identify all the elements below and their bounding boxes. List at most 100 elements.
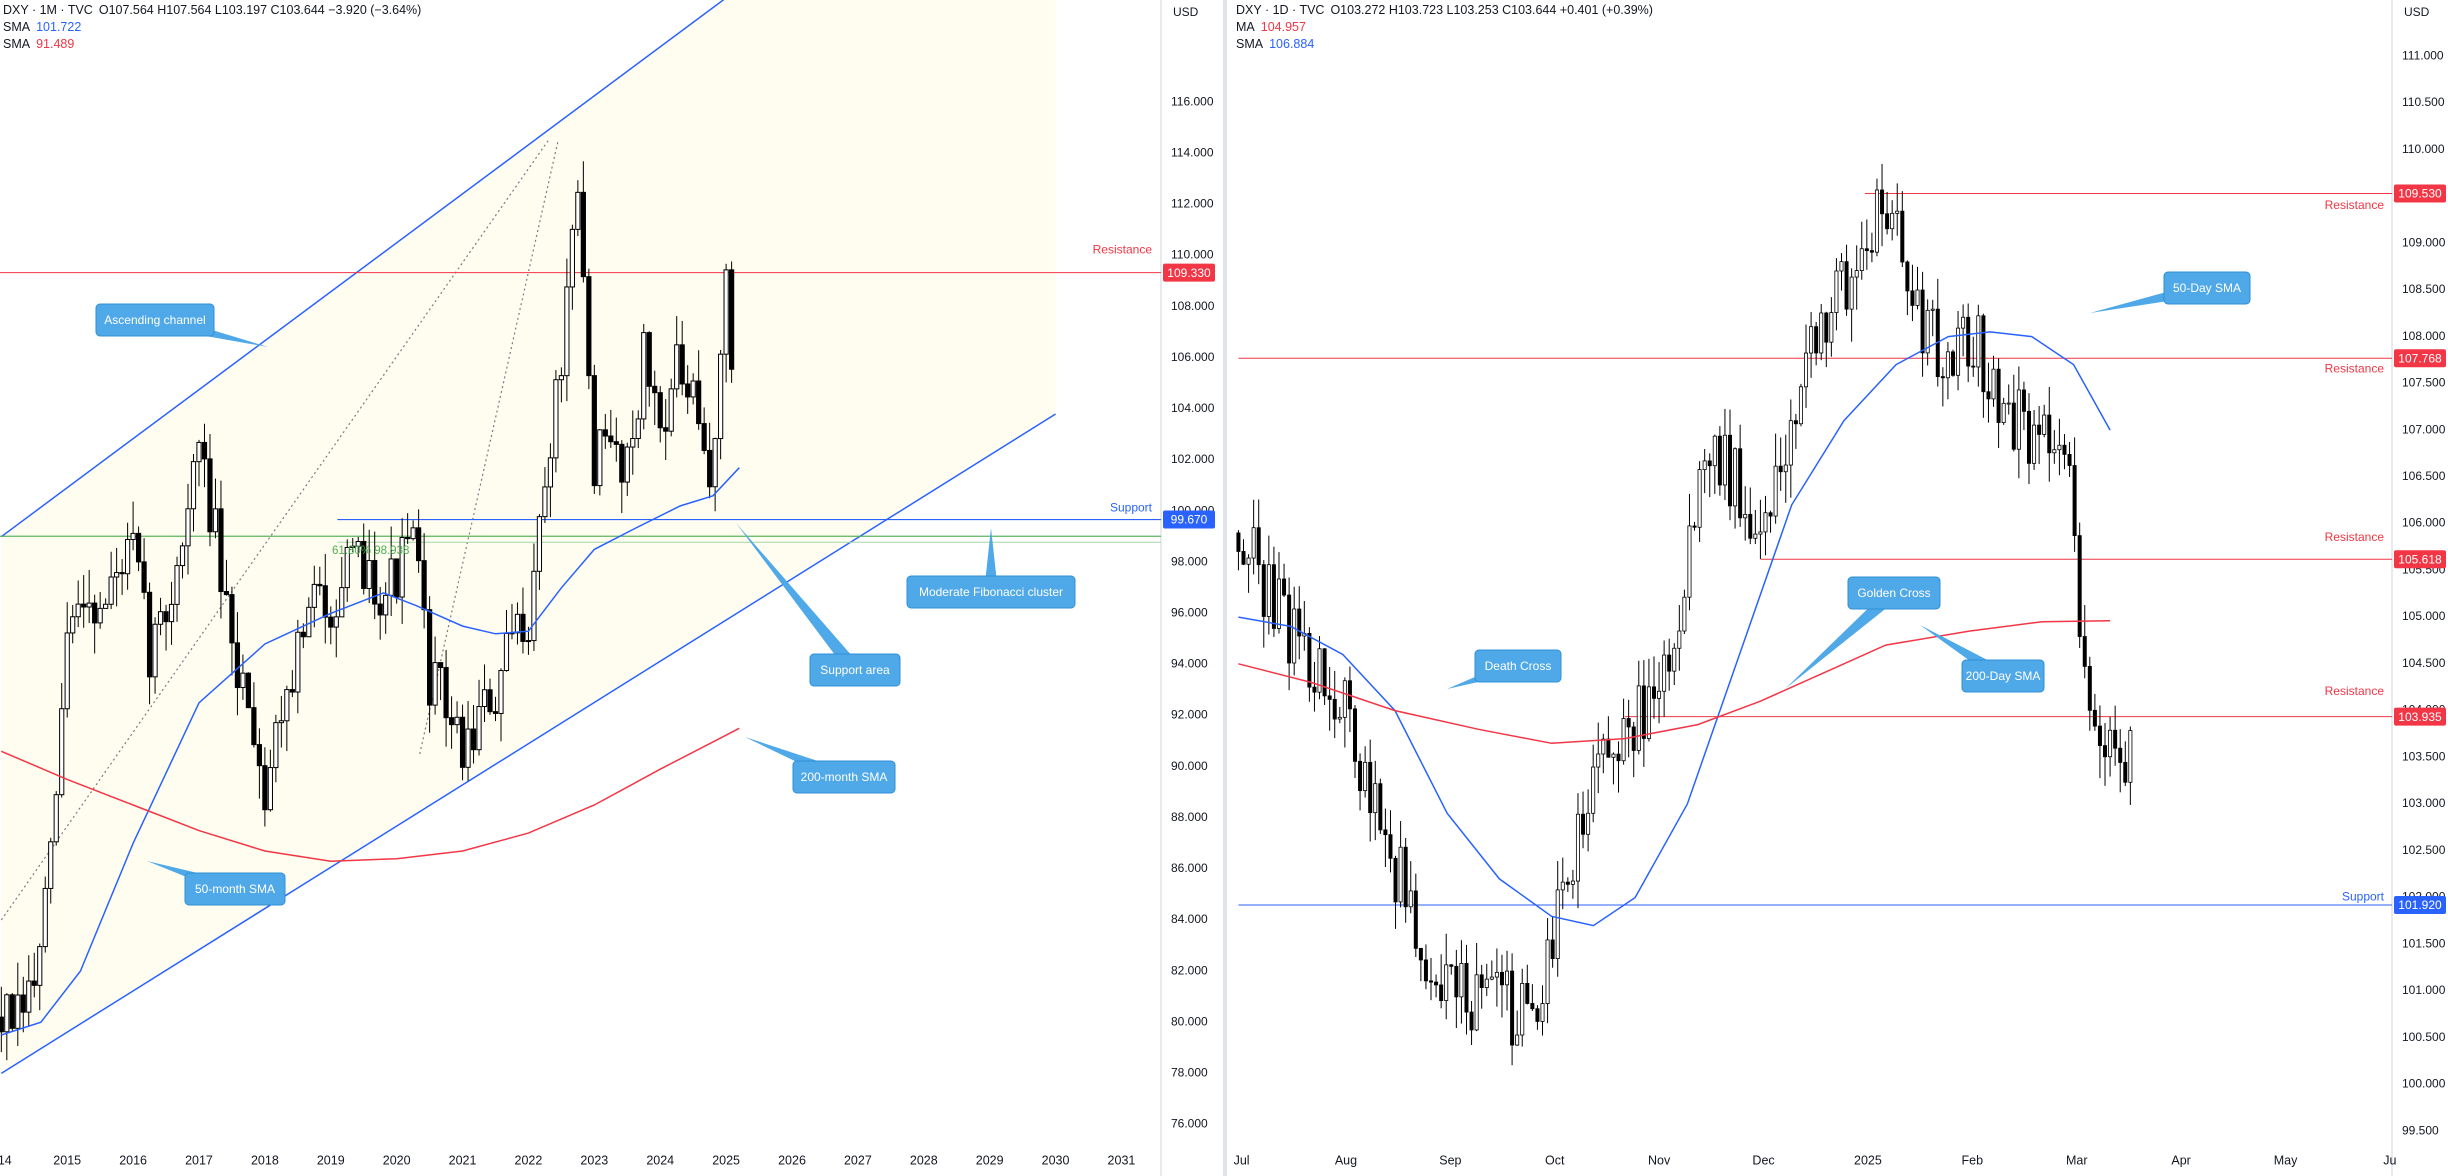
ma-200-day-line[interactable]	[1238, 620, 2111, 745]
candle-body	[1423, 959, 1428, 982]
support-label: Support	[2342, 890, 2385, 904]
callout-ascending-channel[interactable]: Ascending channel	[95, 303, 268, 347]
candle-body	[223, 591, 230, 596]
callout-support-area[interactable]: Support area	[736, 523, 901, 687]
callout-200-day-sma-box	[1961, 659, 2045, 693]
sma-200-month-line[interactable]	[1, 727, 740, 862]
candle-body	[575, 191, 581, 230]
candle-body	[2077, 535, 2082, 637]
candle-body	[1611, 753, 1616, 758]
candle-body	[1814, 326, 1819, 354]
right-price-badge[interactable]	[2394, 349, 2446, 368]
candle-body	[1748, 513, 1753, 539]
candle-body	[1535, 1008, 1540, 1022]
candle-body	[465, 728, 471, 768]
left-sma2-label[interactable]: SMA	[3, 37, 31, 51]
left-y-tick-label: 116.000	[1171, 94, 1214, 108]
candle-body	[1763, 512, 1768, 533]
right-price-badge-label: 105.618	[2398, 552, 2442, 566]
candle-body	[690, 380, 696, 398]
right-y-tick-label: 108.000	[2402, 329, 2446, 343]
callout-ascending-channel-box	[95, 303, 215, 337]
right-symbol[interactable]: DXY · 1D · TVC	[1236, 3, 1325, 17]
right-currency-label: USD	[2404, 5, 2430, 19]
candle-body	[196, 441, 202, 463]
candle-body	[1383, 829, 1388, 836]
sma-50-month-line[interactable]	[1, 467, 740, 1036]
candle-body	[1798, 386, 1803, 425]
candle-body	[2052, 449, 2057, 454]
candle-body	[503, 632, 510, 672]
candle-body	[2016, 389, 2021, 450]
candle-body	[487, 689, 493, 713]
candle-body	[256, 744, 262, 767]
candle-body	[723, 269, 729, 355]
left-chart[interactable]: 116.000 114.000 112.000 110.000 108.000 106.0…	[0, 0, 1224, 1176]
candle-body	[361, 540, 367, 589]
left-price-badge[interactable]	[1163, 263, 1215, 282]
candle-body	[1540, 1003, 1545, 1022]
callout-ascending-channel-label: Ascending channel	[104, 313, 205, 327]
left-y-tick-label: 86.000	[1171, 861, 1208, 875]
candle-body	[4, 994, 10, 1033]
left-price-badge[interactable]	[1163, 510, 1215, 529]
candle-body	[437, 662, 444, 669]
right-price-badge[interactable]	[2394, 896, 2446, 915]
left-price-axis[interactable]	[1161, 0, 1224, 1176]
right-price-badge[interactable]	[2394, 184, 2446, 203]
candle-body	[119, 572, 125, 575]
candle-body	[1332, 698, 1337, 720]
callout-200-month-sma-box	[792, 760, 896, 794]
candle-body	[1844, 261, 1849, 310]
candle-body	[1986, 391, 1991, 400]
right-ma-label[interactable]: MA	[1236, 20, 1255, 34]
channel-lower-line[interactable]	[0, 413, 1056, 1074]
left-sma1-label[interactable]: SMA	[3, 20, 31, 34]
callout-200-month-sma[interactable]: 200-month SMA	[745, 737, 896, 794]
callout-50-day-sma[interactable]: 50-Day SMA	[2090, 271, 2251, 313]
callout-golden-cross-pointer	[1785, 587, 1899, 689]
callout-death-cross[interactable]: Death Cross	[1447, 649, 1562, 689]
right-price-badge[interactable]	[2394, 550, 2446, 569]
callout-50-month-sma[interactable]: 50-month SMA	[147, 861, 286, 906]
right-y-tick-label: 106.000	[2402, 516, 2446, 530]
candle-body	[1687, 525, 1692, 598]
candle-body	[2032, 424, 2037, 464]
callout-moderate-fib[interactable]: Moderate Fibonacci cluster	[906, 528, 1076, 609]
callout-golden-cross[interactable]: Golden Cross	[1785, 576, 1941, 689]
sma-50-day-line[interactable]	[1238, 331, 2111, 927]
candle-body	[602, 429, 608, 437]
candle-body	[1246, 557, 1251, 565]
callout-50-day-sma-label: 50-Day SMA	[2173, 281, 2241, 295]
callout-support-area-pointer	[736, 523, 861, 675]
callout-support-area-label: Support area	[820, 663, 890, 677]
channel-upper-line[interactable]	[0, 0, 792, 538]
candle-body	[531, 570, 537, 642]
candle-body	[2097, 725, 2102, 747]
candle-body	[1596, 753, 1601, 768]
dotted-trendline-1[interactable]	[0, 140, 549, 921]
right-price-badge[interactable]	[2394, 707, 2446, 726]
right-y-tick-label: 110.500	[2402, 95, 2445, 109]
candle-body	[157, 611, 164, 625]
candle-body	[295, 631, 301, 693]
candle-body	[2042, 414, 2047, 435]
right-chart[interactable]: 111.000110.500110.000109.500109.000108.5…	[1234, 0, 2446, 1176]
candle-body	[1839, 261, 1844, 272]
candle-body	[1591, 766, 1596, 814]
left-symbol[interactable]: DXY · 1M · TVC	[3, 3, 93, 17]
candle-body	[152, 623, 158, 678]
candle-body	[2103, 745, 2108, 758]
left-sma2-value: 91.489	[36, 37, 75, 51]
candle-body	[1256, 527, 1261, 566]
candle-body	[481, 689, 488, 708]
candle-body	[1662, 654, 1667, 692]
left-ohlc-line: DXY · 1M · TVC O107.564 H107.564 L103.197…	[3, 2, 427, 19]
right-sma-label[interactable]: SMA	[1236, 37, 1264, 51]
candle-body	[1631, 726, 1636, 751]
candle-body	[1469, 1011, 1474, 1031]
callout-200-day-sma[interactable]: 200-Day SMA	[1920, 625, 2045, 693]
candle-body	[1282, 578, 1287, 596]
candle-body	[1307, 633, 1312, 688]
